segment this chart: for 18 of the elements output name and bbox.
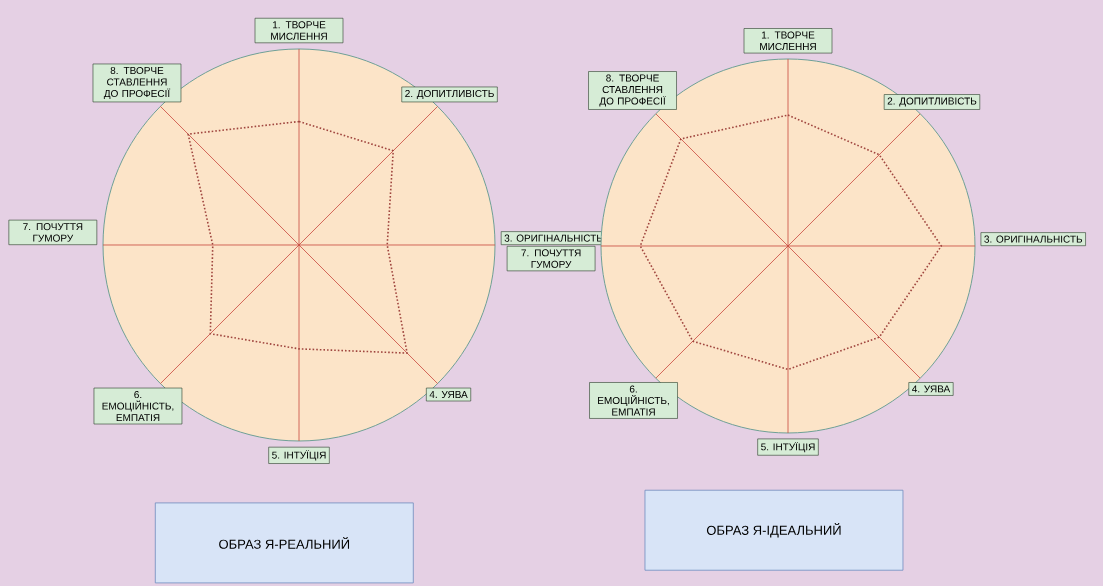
spoke-label: 4. УЯВА bbox=[429, 391, 468, 399]
text: ОБРАЗ Я-РЕАЛЬНИЙ bbox=[219, 536, 350, 549]
spoke-label: 5. ІНТУЇЦІЯ bbox=[272, 450, 326, 461]
spoke-label: 8. ТВОРЧЕ СТАВЛЕННЯ ДО ПРОФЕСІЇ bbox=[599, 74, 666, 107]
spoke-label: 3. ОРИГІНАЛЬНІСТЬ bbox=[984, 235, 1083, 243]
spoke-label: 3. ОРИГІНАЛЬНІСТЬ bbox=[504, 234, 603, 242]
spoke-label: 1. ТВОРЧЕ МИСЛЕННЯ bbox=[271, 21, 327, 40]
spoke-label: 7. ПОЧУТТЯ ГУМОРУ bbox=[23, 223, 83, 242]
text: ОБРАЗ Я-ІДЕАЛЬНИЙ bbox=[706, 523, 841, 538]
spoke-label: 2. ДОПИТЛИВІСТЬ bbox=[405, 89, 494, 99]
spoke-label: 1. ТВОРЧЕ МИСЛЕННЯ bbox=[760, 31, 816, 51]
spoke-label: 2. ДОПИТЛИВІСТЬ bbox=[887, 97, 977, 107]
spoke-label: 6. ЕМОЦІЙНІСТЬ, ЕМПАТІЯ bbox=[598, 385, 669, 416]
spoke-label: 8. ТВОРЧЕ СТАВЛЕННЯ ДО ПРОФЕСІЇ bbox=[103, 66, 171, 99]
spoke-label: 4. УЯВА bbox=[912, 385, 951, 393]
spoke-label: 7. ПОЧУТТЯ ГУМОРУ bbox=[521, 249, 581, 268]
spoke-label: 6. ЕМОЦІЙНІСТЬ, ЕМПАТІЯ bbox=[102, 391, 174, 422]
spoke-label: 5. ІНТУЇЦІЯ bbox=[761, 441, 815, 453]
